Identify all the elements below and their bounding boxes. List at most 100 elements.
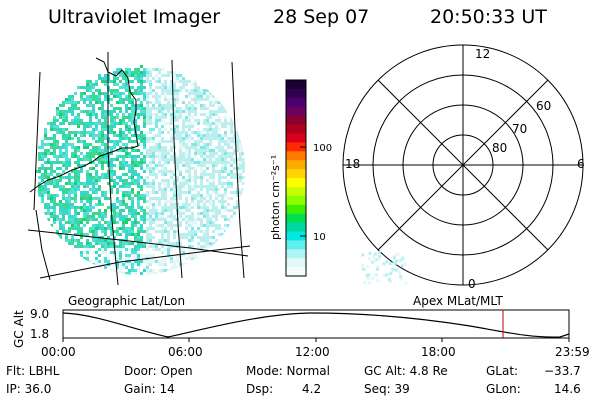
image-pixel	[161, 92, 164, 95]
image-pixel	[53, 128, 56, 131]
image-pixel	[125, 221, 128, 224]
image-pixel	[155, 248, 158, 251]
image-pixel	[80, 209, 83, 212]
image-pixel	[167, 74, 170, 77]
time-label: 20:50:33 UT	[430, 6, 547, 28]
image-pixel	[143, 194, 146, 197]
image-pixel	[149, 263, 152, 266]
image-pixel	[197, 200, 200, 203]
image-pixel	[221, 161, 224, 164]
image-pixel	[59, 185, 62, 188]
orbit-y-tick-low: 1.8	[30, 327, 50, 341]
image-pixel	[53, 206, 56, 209]
image-pixel	[149, 146, 152, 149]
image-pixel	[173, 263, 176, 266]
image-pixel	[191, 212, 194, 215]
image-pixel	[164, 185, 167, 188]
image-pixel	[164, 272, 167, 275]
image-pixel	[68, 134, 71, 137]
image-pixel	[56, 215, 59, 218]
image-pixel	[188, 230, 191, 233]
image-pixel	[179, 212, 182, 215]
image-pixel	[59, 173, 62, 176]
image-pixel	[158, 212, 161, 215]
image-pixel	[158, 185, 161, 188]
image-pixel	[128, 197, 131, 200]
image-pixel	[188, 215, 191, 218]
image-pixel	[176, 113, 179, 116]
image-pixel	[74, 233, 77, 236]
colorbar-label-10: 10	[313, 232, 326, 243]
image-pixel	[143, 134, 146, 137]
image-pixel	[125, 155, 128, 158]
image-pixel	[86, 98, 89, 101]
image-pixel	[194, 143, 197, 146]
image-pixel	[122, 185, 125, 188]
image-pixel	[119, 164, 122, 167]
image-pixel	[176, 125, 179, 128]
image-pixel	[167, 230, 170, 233]
image-pixel	[182, 119, 185, 122]
image-pixel	[119, 212, 122, 215]
image-pixel	[71, 131, 74, 134]
image-pixel	[41, 167, 44, 170]
image-pixel	[128, 119, 131, 122]
image-pixel	[122, 167, 125, 170]
image-pixel	[185, 182, 188, 185]
image-pixel	[122, 134, 125, 137]
image-pixel	[140, 197, 143, 200]
image-pixel	[188, 110, 191, 113]
image-pixel	[149, 182, 152, 185]
image-pixel	[233, 191, 236, 194]
image-pixel	[194, 161, 197, 164]
polar-pixel	[388, 262, 392, 266]
image-pixel	[185, 131, 188, 134]
image-pixel	[95, 263, 98, 266]
image-pixel	[149, 119, 152, 122]
image-pixel	[218, 110, 221, 113]
image-pixel	[92, 137, 95, 140]
image-pixel	[167, 149, 170, 152]
image-pixel	[146, 101, 149, 104]
image-pixel	[233, 152, 236, 155]
image-pixel	[155, 224, 158, 227]
image-pixel	[104, 158, 107, 161]
image-pixel	[116, 83, 119, 86]
image-pixel	[155, 200, 158, 203]
image-pixel	[200, 149, 203, 152]
polar-pixel	[378, 255, 382, 258]
image-pixel	[116, 260, 119, 263]
image-pixel	[239, 164, 242, 167]
image-pixel	[215, 164, 218, 167]
image-pixel	[140, 86, 143, 89]
image-pixel	[200, 182, 203, 185]
image-pixel	[206, 107, 209, 110]
image-pixel	[131, 248, 134, 251]
image-pixel	[107, 236, 110, 239]
image-pixel	[221, 206, 224, 209]
image-pixel	[137, 128, 140, 131]
status-ip: IP: 36.0	[6, 382, 52, 396]
image-pixel	[59, 104, 62, 107]
image-pixel	[65, 113, 68, 116]
image-pixel	[59, 209, 62, 212]
polar-ring-80: 80	[492, 141, 507, 155]
geographic-image	[35, 65, 245, 275]
image-pixel	[215, 242, 218, 245]
image-pixel	[134, 251, 137, 254]
image-pixel	[77, 140, 80, 143]
image-pixel	[140, 254, 143, 257]
image-pixel	[80, 170, 83, 173]
image-pixel	[212, 212, 215, 215]
image-pixel	[119, 272, 122, 275]
image-pixel	[152, 260, 155, 263]
image-pixel	[218, 161, 221, 164]
image-pixel	[41, 188, 44, 191]
image-pixel	[179, 134, 182, 137]
image-pixel	[104, 209, 107, 212]
image-pixel	[158, 149, 161, 152]
image-pixel	[200, 113, 203, 116]
image-pixel	[53, 194, 56, 197]
image-pixel	[80, 245, 83, 248]
image-pixel	[185, 80, 188, 83]
